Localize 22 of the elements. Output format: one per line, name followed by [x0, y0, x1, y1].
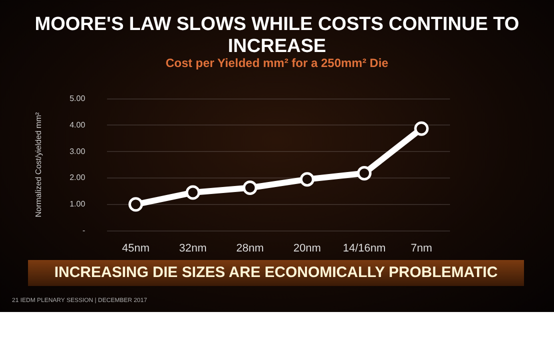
point [357, 166, 372, 180]
x-tick-label: 20nm [293, 242, 321, 254]
y-tick-label: 2.00 [70, 173, 86, 182]
x-tick-label: 45nm [122, 242, 150, 254]
y-tick-label: 1.00 [70, 200, 86, 209]
y-tick-label: 3.00 [70, 146, 86, 156]
x-tick-label: 14/16nm [342, 242, 386, 254]
point [300, 172, 314, 187]
text: INCREASING DIE SIZES ARE ECONOMICALLY PROBLEMATIC [28, 260, 524, 286]
x-tick-label: 7nm [410, 242, 432, 254]
chart-subtitle: Cost per Yielded mm² for a 250mm² Die [164, 56, 390, 70]
point [186, 185, 200, 200]
y-tick-label: 5.00 [70, 94, 86, 104]
point [128, 197, 143, 212]
y-tick-label: - [82, 226, 86, 236]
x-tick-label: 32nm [179, 242, 207, 254]
y-axis-title: Normalized Cost/yielded mm² [34, 112, 44, 218]
point [242, 180, 258, 196]
point [414, 121, 429, 136]
chart-title: MOORE'S LAW SLOWS WHILE COSTS CONTINUE TO INCREASE [34, 14, 520, 58]
y-tick-label: 4.00 [70, 120, 86, 130]
x-tick-label: 28nm [236, 242, 264, 254]
